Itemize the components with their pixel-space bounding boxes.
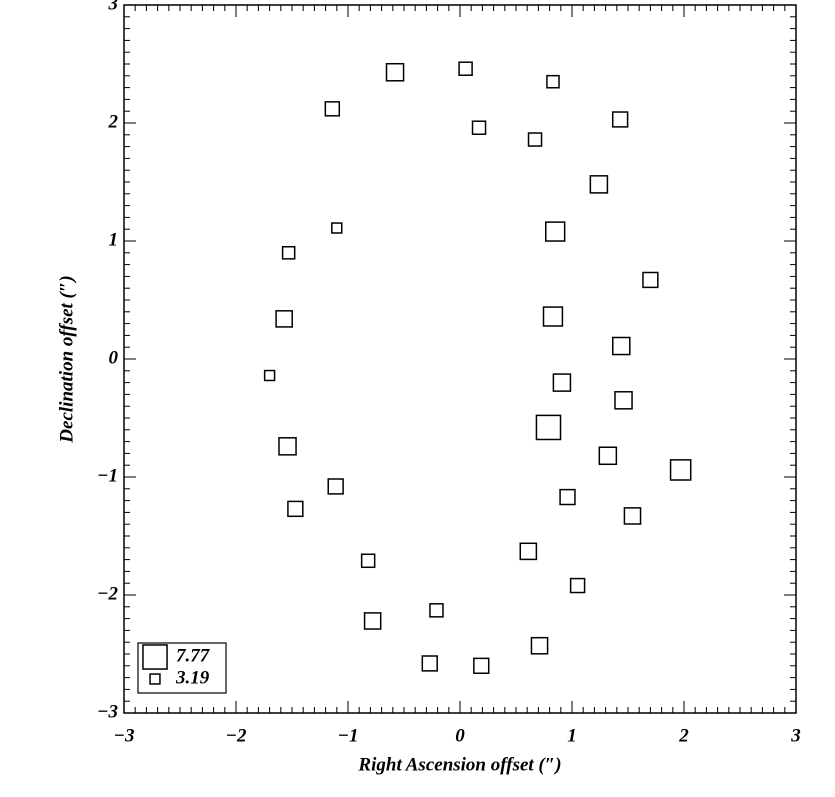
marker — [535, 414, 562, 441]
marker — [360, 553, 376, 569]
x-tick-label: 0 — [455, 725, 465, 746]
marker — [429, 603, 444, 618]
legend-label: 3.19 — [175, 667, 210, 688]
marker — [589, 175, 609, 194]
marker — [519, 542, 538, 561]
marker — [327, 478, 344, 495]
marker — [544, 221, 566, 242]
marker — [569, 577, 586, 594]
x-tick-label: −2 — [225, 725, 247, 746]
marker — [552, 373, 572, 392]
x-axis-title: Right Ascension offset (″) — [357, 754, 561, 775]
marker — [263, 369, 276, 382]
x-tick-label: 2 — [678, 725, 689, 746]
plot-frame — [123, 4, 797, 714]
marker — [324, 101, 341, 117]
marker — [542, 306, 564, 327]
y-tick-label: −1 — [97, 465, 118, 486]
marker — [612, 336, 631, 356]
marker — [598, 446, 618, 466]
legend-marker — [149, 673, 161, 685]
y-tick-label: 3 — [108, 0, 119, 14]
x-tick-label: 3 — [790, 725, 801, 746]
marker — [559, 488, 576, 506]
marker — [281, 246, 296, 260]
y-tick-label: 1 — [109, 229, 119, 250]
marker — [623, 507, 642, 525]
marker — [471, 120, 487, 135]
y-tick-label: 0 — [109, 347, 119, 368]
y-tick-label: −3 — [97, 701, 118, 722]
y-axis-title: Declination offset (″) — [56, 275, 77, 443]
marker — [385, 62, 405, 82]
x-tick-label: −1 — [337, 725, 358, 746]
marker — [458, 61, 473, 76]
marker — [546, 74, 560, 89]
marker — [331, 222, 343, 234]
marker — [669, 459, 692, 481]
marker — [278, 437, 297, 456]
y-tick-label: −2 — [97, 583, 119, 604]
marker — [363, 612, 382, 630]
legend-label: 7.77 — [176, 645, 211, 666]
marker — [473, 657, 490, 674]
marker — [611, 111, 629, 128]
x-tick-label: −3 — [113, 725, 134, 746]
x-tick-label: 1 — [567, 725, 577, 746]
y-tick-label: 2 — [108, 111, 119, 132]
marker — [287, 500, 304, 518]
legend-marker — [142, 644, 168, 670]
marker — [614, 391, 633, 410]
marker — [642, 271, 659, 289]
marker — [275, 310, 293, 328]
marker — [421, 655, 438, 672]
marker — [530, 636, 549, 655]
marker — [527, 132, 543, 147]
